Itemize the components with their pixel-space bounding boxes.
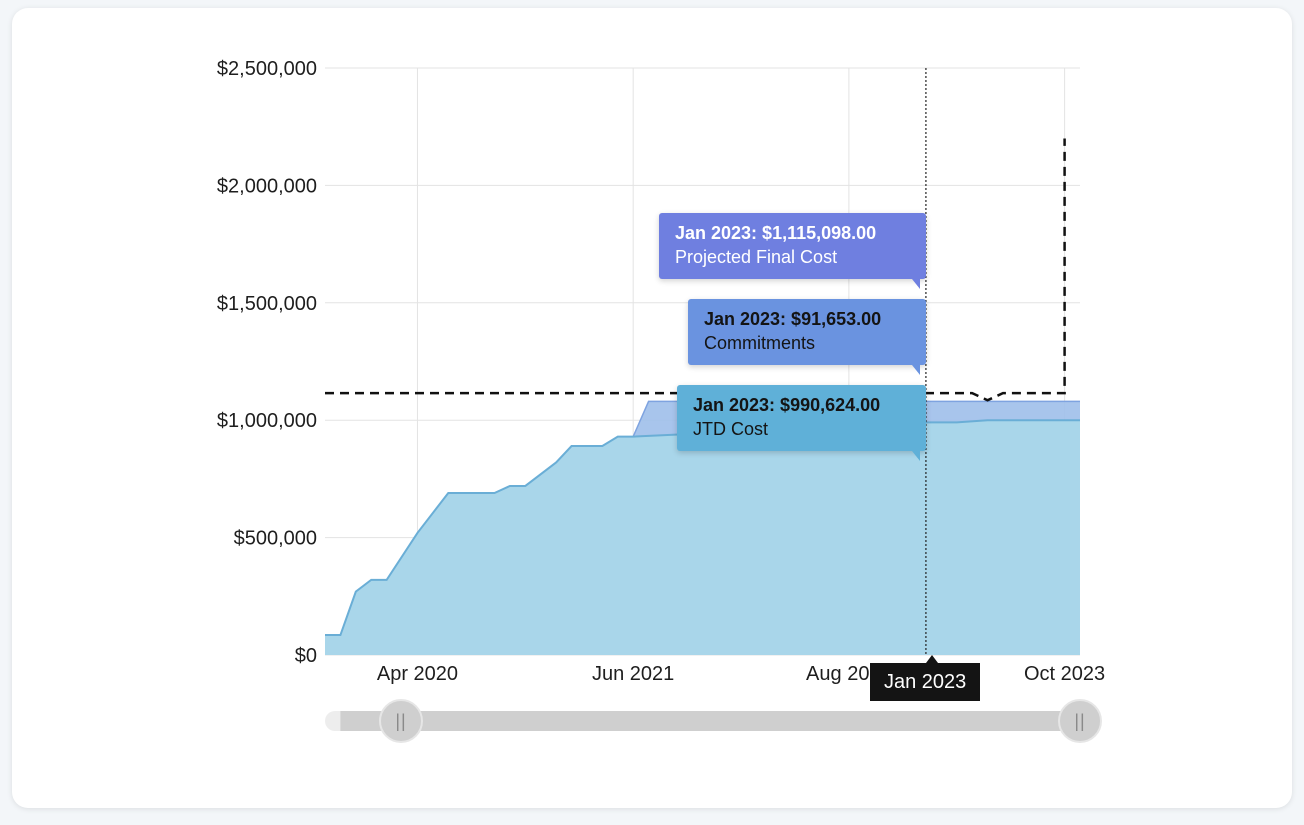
tooltip-projected-final-cost: Jan 2023: $1,115,098.00 Projected Final C… xyxy=(659,213,926,289)
range-slider-selection[interactable] xyxy=(340,711,1080,731)
tooltip-jtd-cost: Jan 2023: $990,624.00 JTD Cost xyxy=(677,385,926,461)
x-axis: Apr 2020 Jun 2021 Aug 2022 Oct 2023 xyxy=(377,663,1105,685)
series-area-jtd-cost xyxy=(325,420,1080,655)
y-tick-label: $2,500,000 xyxy=(217,58,317,80)
y-tick-label: $1,000,000 xyxy=(217,410,317,432)
range-slider-start-handle[interactable]: || xyxy=(379,699,423,743)
series-line-commitments xyxy=(632,400,1080,437)
y-tick-label: $0 xyxy=(295,645,317,667)
range-slider[interactable] xyxy=(325,711,1100,731)
y-tick-label: $1,500,000 xyxy=(217,293,317,315)
range-slider-end-handle[interactable]: || xyxy=(1058,699,1102,743)
tooltip-series-name: Commitments xyxy=(704,333,816,353)
x-tick-label: Jun 2021 xyxy=(592,663,674,685)
tooltip-commitments: Jan 2023: $91,653.00 Commitments xyxy=(688,299,926,375)
crosshair-date-label: Jan 2023 xyxy=(870,655,981,701)
tooltip-series-name: Projected Final Cost xyxy=(675,247,838,267)
tooltip-title: Jan 2023: $91,653.00 xyxy=(704,309,882,329)
tooltip-title: Jan 2023: $990,624.00 xyxy=(693,395,881,415)
x-tick-label: Oct 2023 xyxy=(1024,663,1105,685)
y-tick-label: $2,000,000 xyxy=(217,175,317,197)
x-tick-label: Apr 2020 xyxy=(377,663,458,685)
y-axis: $0 $500,000 $1,000,000 $1,500,000 $2,000,000… xyxy=(217,58,317,667)
y-tick-label: $500,000 xyxy=(234,528,317,550)
tooltip-series-name: JTD Cost xyxy=(693,419,769,439)
tooltip-title: Jan 2023: $1,115,098.00 xyxy=(675,223,877,243)
